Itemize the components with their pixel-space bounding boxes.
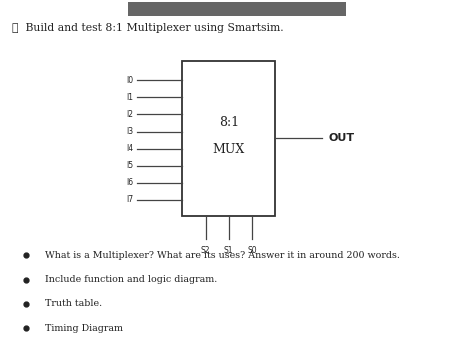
- Text: OUT: OUT: [328, 133, 354, 144]
- Text: I1: I1: [127, 93, 134, 102]
- Text: I2: I2: [127, 110, 134, 119]
- Text: I6: I6: [127, 178, 134, 187]
- Bar: [182, 61, 275, 216]
- Text: I7: I7: [127, 195, 134, 205]
- Bar: [128, 2, 346, 16]
- Text: I0: I0: [127, 76, 134, 85]
- Text: I5: I5: [127, 161, 134, 170]
- Text: What is a Multiplexer? What are its uses? Answer it in around 200 words.: What is a Multiplexer? What are its uses…: [45, 251, 400, 260]
- Text: S2: S2: [201, 246, 210, 255]
- Text: 8:1: 8:1: [219, 116, 239, 129]
- Text: MUX: MUX: [212, 142, 245, 156]
- Text: I4: I4: [127, 144, 134, 153]
- Text: ❖  Build and test 8:1 Multiplexer using Smartsim.: ❖ Build and test 8:1 Multiplexer using S…: [12, 23, 283, 33]
- Text: Truth table.: Truth table.: [45, 299, 102, 308]
- Text: S0: S0: [247, 246, 256, 255]
- Text: Timing Diagram: Timing Diagram: [45, 323, 123, 333]
- Text: S1: S1: [224, 246, 234, 255]
- Text: I3: I3: [127, 127, 134, 136]
- Text: Include function and logic diagram.: Include function and logic diagram.: [45, 275, 217, 284]
